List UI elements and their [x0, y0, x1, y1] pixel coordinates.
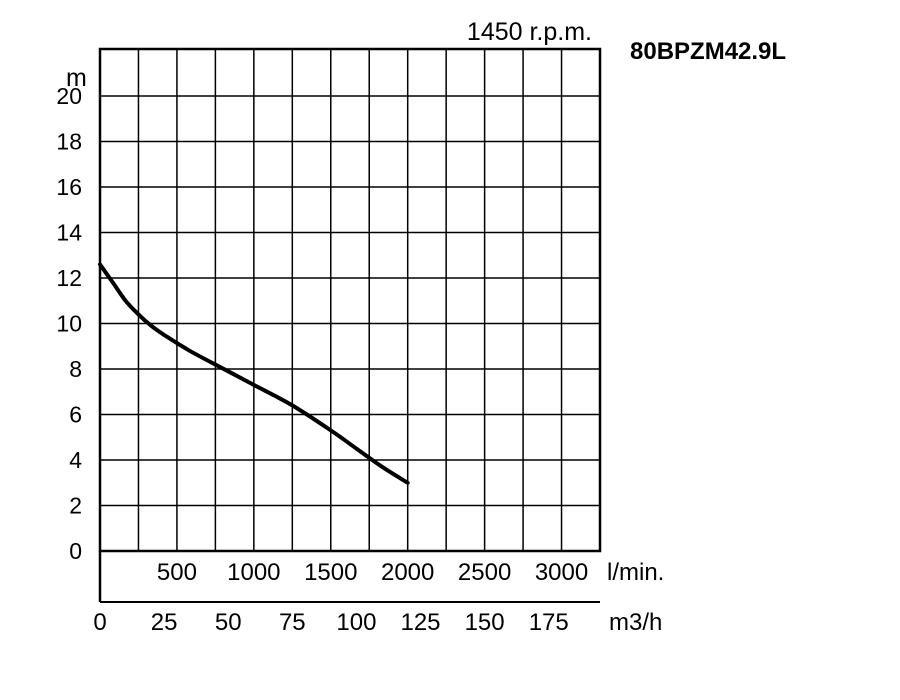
x-tick-label-m3h: 50 — [215, 609, 242, 636]
model-title: 80BPZM42.9L — [630, 38, 786, 65]
x-axis-lpm-unit: l/min. — [607, 559, 664, 586]
x-tick-label-lpm: 1000 — [227, 559, 280, 586]
y-tick-label: 8 — [69, 356, 82, 382]
y-axis-ticks: 0 2 4 6 8 10 12 14 16 18 20 — [56, 83, 82, 564]
x-tick-label-m3h: 175 — [529, 609, 569, 636]
x-axis-lpm-ticks: 500 1000 1500 2000 2500 3000 — [157, 559, 588, 586]
x-tick-label-m3h: 125 — [400, 609, 440, 636]
x-tick-label-m3h: 0 — [93, 609, 106, 636]
x-tick-label-m3h: 25 — [151, 609, 178, 636]
x-tick-label-lpm: 1500 — [304, 559, 357, 586]
y-tick-label: 12 — [56, 265, 82, 291]
chart-frame — [98, 47, 602, 603]
x-axis-m3h-unit: m3/h — [609, 609, 662, 636]
grid — [100, 49, 600, 551]
y-tick-label: 6 — [69, 402, 82, 428]
y-tick-label: 16 — [56, 174, 82, 200]
y-tick-label: 0 — [69, 538, 82, 564]
series-line — [98, 262, 410, 485]
x-tick-label-lpm: 3000 — [535, 559, 588, 586]
x-tick-label-lpm: 2500 — [458, 559, 511, 586]
x-tick-label-m3h: 100 — [336, 609, 376, 636]
y-tick-label: 14 — [56, 220, 82, 246]
y-tick-label: 2 — [69, 493, 82, 519]
speed-label: 1450 r.p.m. — [467, 18, 592, 46]
x-tick-label-m3h: 150 — [465, 609, 505, 636]
y-tick-label: 10 — [56, 311, 82, 337]
x-tick-label-lpm: 2000 — [381, 559, 434, 586]
y-axis-unit: m — [66, 64, 87, 92]
y-tick-label: 20 — [56, 83, 82, 109]
y-tick-label: 4 — [69, 447, 82, 473]
y-tick-label: 18 — [56, 129, 82, 155]
plot-border — [98, 47, 602, 553]
x-tick-label-m3h: 75 — [279, 609, 306, 636]
x-axis-m3h-ticks: 0 25 50 75 100 125 150 175 — [93, 609, 568, 636]
x-tick-label-lpm: 500 — [157, 559, 197, 586]
